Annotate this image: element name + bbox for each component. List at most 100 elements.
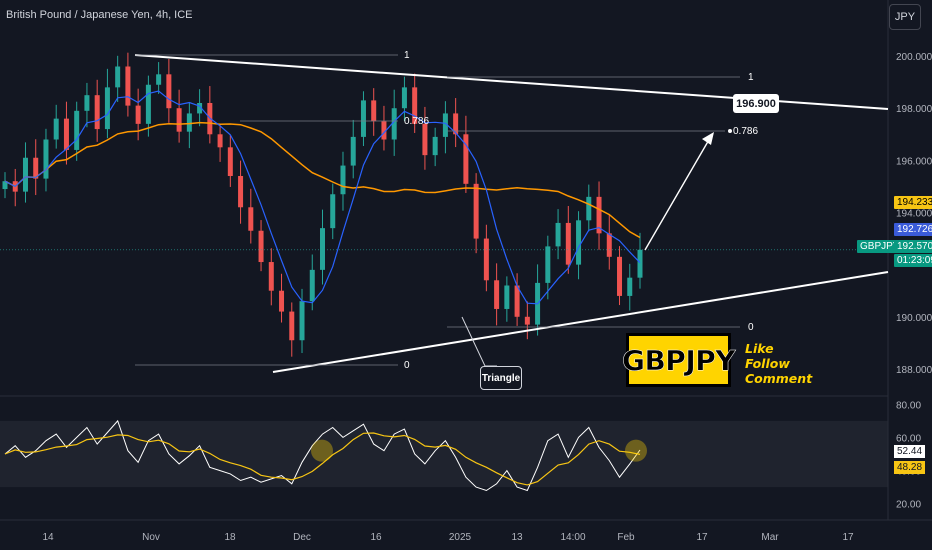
candle-body — [422, 123, 428, 156]
candle-body — [586, 196, 592, 221]
rsi-highlight-2 — [625, 439, 647, 462]
time-tick-0: 14 — [42, 532, 54, 543]
candle-body — [63, 118, 69, 150]
symbol-banner: GBPJPY — [622, 333, 736, 387]
candle-body — [22, 157, 28, 192]
symbol-title: British Pound / Japanese Yen, 4h, ICE — [6, 9, 193, 21]
time-tick-4: 16 — [370, 532, 382, 543]
candle-body — [309, 269, 315, 302]
time-tick-3: Dec — [293, 532, 311, 543]
cta-text: Like Follow Comment — [745, 341, 812, 386]
time-tick-9: 17 — [696, 532, 708, 543]
projection-arrow-head — [702, 132, 714, 145]
price-tick-3: 194.000 — [896, 209, 932, 220]
banner-text: GBPJPY — [621, 343, 736, 377]
candle-body — [94, 95, 100, 130]
time-tick-1: Nov — [142, 532, 160, 543]
candle-body — [74, 110, 80, 150]
projection-arrow-line — [644, 137, 711, 251]
fib-lower-label-1: 0.786 — [733, 126, 758, 137]
candle-body — [330, 194, 336, 229]
triangle-label: Triangle — [480, 366, 522, 390]
countdown-tag: 01:23:09 — [894, 254, 932, 267]
candle-body — [504, 285, 510, 309]
ma-slow-line — [4, 121, 641, 239]
rsi-tick-0: 80.00 — [896, 400, 921, 411]
candle-body — [248, 207, 254, 231]
candle-body — [299, 301, 305, 341]
candle-body — [135, 105, 141, 124]
candle-body — [401, 87, 407, 109]
candle-body — [442, 113, 448, 137]
time-tick-6: 13 — [511, 532, 523, 543]
candle-body — [576, 220, 582, 265]
candle-body — [524, 316, 530, 325]
symbol-tag: GBPJPY — [857, 240, 903, 253]
candle-body — [381, 121, 387, 140]
candle-body — [197, 103, 203, 114]
candle-body — [176, 108, 182, 132]
rsi-ma-line — [4, 432, 641, 486]
candle-body — [2, 181, 8, 190]
candle-body — [340, 165, 346, 195]
candle-body — [115, 66, 121, 88]
candle-body — [371, 100, 377, 122]
time-tick-11: 17 — [842, 532, 854, 543]
price-tick-0: 200.000 — [896, 52, 932, 63]
candle-body — [360, 100, 366, 137]
time-tick-10: Mar — [761, 532, 779, 543]
candle-body — [494, 280, 500, 309]
candle-body — [125, 66, 131, 106]
candle-body — [156, 74, 162, 85]
candle-body — [227, 147, 233, 176]
candle-body — [473, 183, 479, 239]
rsi-highlight-1 — [311, 439, 333, 462]
time-tick-8: Feb — [617, 532, 635, 543]
candle-body — [596, 196, 602, 234]
fib-upper-label-2: 0 — [404, 360, 410, 371]
candle-body — [166, 74, 172, 109]
cta-follow: Follow — [745, 356, 790, 371]
currency-button[interactable]: JPY — [889, 4, 921, 30]
price-tick-4: 190.000 — [896, 313, 932, 324]
price-tick-1: 198.000 — [896, 104, 932, 115]
ma-fast-price-tag: 192.726 — [894, 223, 932, 236]
cta-comment: Comment — [745, 371, 813, 386]
candle-body — [432, 136, 438, 156]
rsi-line — [4, 419, 641, 492]
candle-body — [412, 87, 418, 124]
candle-body — [217, 134, 223, 148]
fib-upper-label-1: 0.786 — [404, 116, 429, 127]
candle-body — [289, 311, 295, 341]
cta-like: Like — [745, 341, 774, 356]
candles — [2, 52, 643, 357]
rsi-ma-value-tag: 48.28 — [894, 461, 926, 474]
candle-body — [637, 249, 643, 278]
fib-lower-label-2: 0 — [748, 322, 754, 333]
candle-body — [268, 262, 274, 291]
time-tick-2: 18 — [224, 532, 236, 543]
candle-body — [238, 176, 244, 208]
rsi-tick-1: 60.00 — [896, 433, 921, 444]
candle-body — [186, 113, 192, 132]
candle-body — [463, 134, 469, 184]
candle-body — [145, 84, 151, 124]
target-dot — [728, 129, 732, 133]
price-tick-2: 196.000 — [896, 156, 932, 167]
candle-body — [483, 238, 489, 281]
ma-slow-price-tag: 194.233 — [894, 196, 932, 209]
rsi-band — [0, 420, 888, 488]
candle-body — [33, 157, 39, 179]
lower-trendline — [272, 271, 889, 373]
candle-body — [43, 139, 49, 179]
candle-body — [84, 95, 90, 111]
candle-body — [258, 230, 264, 263]
last-price-tag: 192.570 — [894, 240, 932, 253]
candle-body — [279, 290, 285, 312]
candle-body — [617, 256, 623, 296]
rsi-tick-3: 20.00 — [896, 500, 921, 511]
candle-body — [627, 277, 633, 296]
candle-body — [545, 246, 551, 283]
fib-lower-label-0: 1 — [748, 72, 754, 83]
